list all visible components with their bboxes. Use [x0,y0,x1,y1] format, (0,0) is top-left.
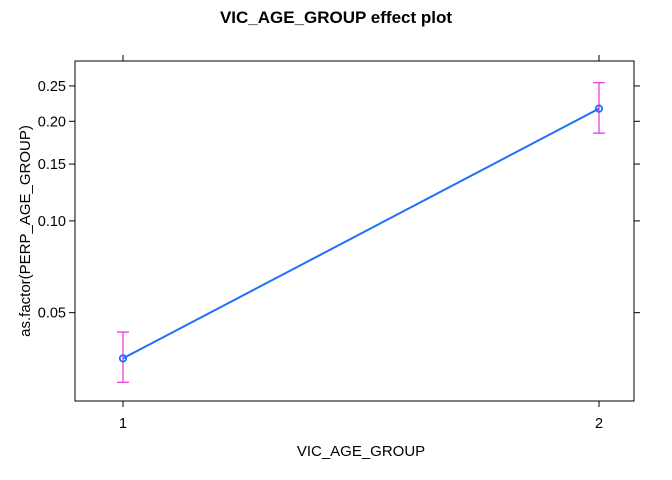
y-tick-label: 0.20 [38,114,66,130]
x-tick-label: 2 [595,416,603,432]
data-point [594,104,604,113]
x-tick-label: 1 [119,416,127,432]
y-tick-label: 0.05 [38,306,66,322]
x-axis-label: VIC_AGE_GROUP [297,443,425,460]
plot-marks [117,82,605,383]
series-line [122,107,600,360]
y-axis-label: as.factor(PERP_AGE_GROUP) [17,125,34,337]
plot-frame [74,60,635,402]
y-tick-label: 0.25 [38,79,66,95]
y-tick-label: 0.10 [38,214,66,230]
data-point [118,354,128,363]
chart-title: VIC_AGE_GROUP effect plot [220,8,452,27]
y-axis: 0.05 0.10 0.15 0.20 0.25 [38,79,640,322]
y-tick-label: 0.15 [38,157,66,173]
